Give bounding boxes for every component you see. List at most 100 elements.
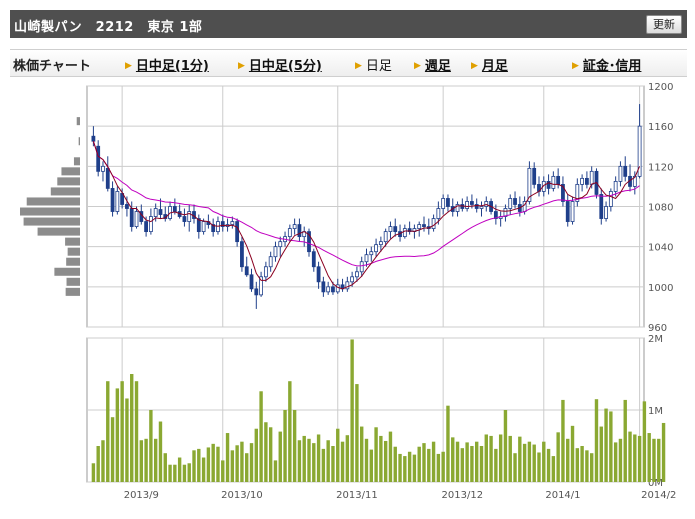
candle-body <box>561 184 565 202</box>
volume-bar <box>201 457 206 482</box>
candle-body <box>355 271 359 278</box>
volume-bar <box>479 446 484 482</box>
volume-bar <box>264 422 268 482</box>
candle-body <box>292 224 297 229</box>
volume-bar <box>407 451 412 482</box>
volume-profile-bar <box>50 187 80 196</box>
arrow-icon: ▶ <box>355 61 362 71</box>
candle-body <box>369 251 374 256</box>
candle-body <box>527 167 532 202</box>
candle-body <box>364 254 369 263</box>
candle-body <box>637 125 642 177</box>
tab-monthly[interactable]: ▶ 月足 <box>471 59 508 74</box>
candle-body <box>350 276 355 283</box>
candle-body <box>230 221 235 225</box>
candle-body <box>115 191 120 212</box>
tab-intraday-5min[interactable]: ▶ 日中足(5分) <box>238 59 322 74</box>
price-tick-label: 1000 <box>648 283 673 294</box>
candle-body <box>608 191 613 207</box>
candle-body <box>532 167 537 185</box>
candle-body <box>129 208 134 227</box>
candle-body <box>503 208 508 217</box>
volume-bar <box>177 457 182 482</box>
volume-bar <box>355 384 359 482</box>
candle-body <box>307 231 311 253</box>
volume-bar <box>297 440 302 482</box>
candle-body <box>417 224 422 229</box>
candle-body <box>196 218 201 233</box>
volume-bar <box>427 448 431 482</box>
volume-bar <box>484 434 488 482</box>
candle-body <box>565 201 570 222</box>
volume-bar <box>470 446 474 482</box>
tab-intraday-1min[interactable]: ▶ 日中足(1分) <box>125 59 209 74</box>
volume-profile-bar <box>37 227 80 236</box>
volume-bar <box>225 433 230 482</box>
volume-bar <box>551 456 556 482</box>
volume-bar <box>192 450 196 482</box>
price-tick-label: 1040 <box>648 243 673 254</box>
arrow-icon: ▶ <box>238 61 245 71</box>
stock-header: 山崎製パン 2212 東京 1部 更新 <box>10 10 687 38</box>
volume-bar <box>268 427 273 482</box>
volume-bar <box>589 453 594 482</box>
volume-bar <box>139 440 144 482</box>
candle-body <box>321 281 326 293</box>
volume-profile-bar <box>76 117 80 126</box>
volume-tick-label: 2M <box>648 334 663 345</box>
volume-bar <box>494 448 498 482</box>
volume-profile-bar <box>57 177 80 186</box>
refresh-button[interactable]: 更新 <box>646 15 682 34</box>
volume-bar <box>125 398 129 482</box>
price-tick-label: 960 <box>648 323 667 334</box>
candle-body <box>388 226 393 233</box>
volume-bar <box>417 446 421 482</box>
date-tick-label: 2013/11 <box>336 490 378 501</box>
candle-body <box>187 211 192 222</box>
volume-bar <box>661 422 666 482</box>
volume-bar <box>388 431 393 482</box>
volume-bar <box>503 410 508 482</box>
volume-bar <box>110 417 115 482</box>
price-tick-label: 1200 <box>648 82 673 93</box>
volume-bar <box>508 435 512 482</box>
volume-bar <box>197 448 201 482</box>
volume-bar <box>106 381 110 482</box>
price-tick-label: 1160 <box>648 122 673 133</box>
candle-body <box>144 221 149 233</box>
candle-body <box>402 228 407 238</box>
candle-body <box>158 209 163 215</box>
candle-body <box>273 246 278 258</box>
volume-bar <box>379 435 383 482</box>
volume-bar <box>398 453 402 482</box>
volume-bar <box>637 435 642 482</box>
volume-bar <box>182 464 187 482</box>
volume-bar <box>211 443 215 482</box>
candle-body <box>374 244 378 253</box>
candle-body <box>263 266 268 278</box>
volume-bar <box>451 437 455 482</box>
volume-bar <box>412 454 417 482</box>
tab-weekly[interactable]: ▶ 週足 <box>414 59 451 74</box>
candle-body <box>249 274 254 290</box>
candle-body <box>446 198 450 207</box>
volume-bar <box>336 428 340 482</box>
volume-bar <box>307 438 311 482</box>
candle-body <box>585 177 589 185</box>
candle-body <box>479 206 484 209</box>
tab-daily[interactable]: ▶ 日足 <box>355 59 392 74</box>
candle-body <box>91 135 96 142</box>
volume-profile-bar <box>61 167 80 176</box>
price-tick-label: 1080 <box>648 203 673 214</box>
candle-body <box>259 276 263 296</box>
volume-bar <box>393 446 397 482</box>
volume-tick-label: 0M <box>648 478 663 489</box>
candle-body <box>407 228 412 233</box>
tab-margin-credit[interactable]: ▶ 証金･信用 <box>572 59 642 74</box>
volume-bar <box>321 448 326 482</box>
volume-bar <box>642 401 647 482</box>
volume-bar <box>235 445 239 482</box>
candle-body <box>254 288 259 296</box>
volume-bar <box>542 441 546 482</box>
